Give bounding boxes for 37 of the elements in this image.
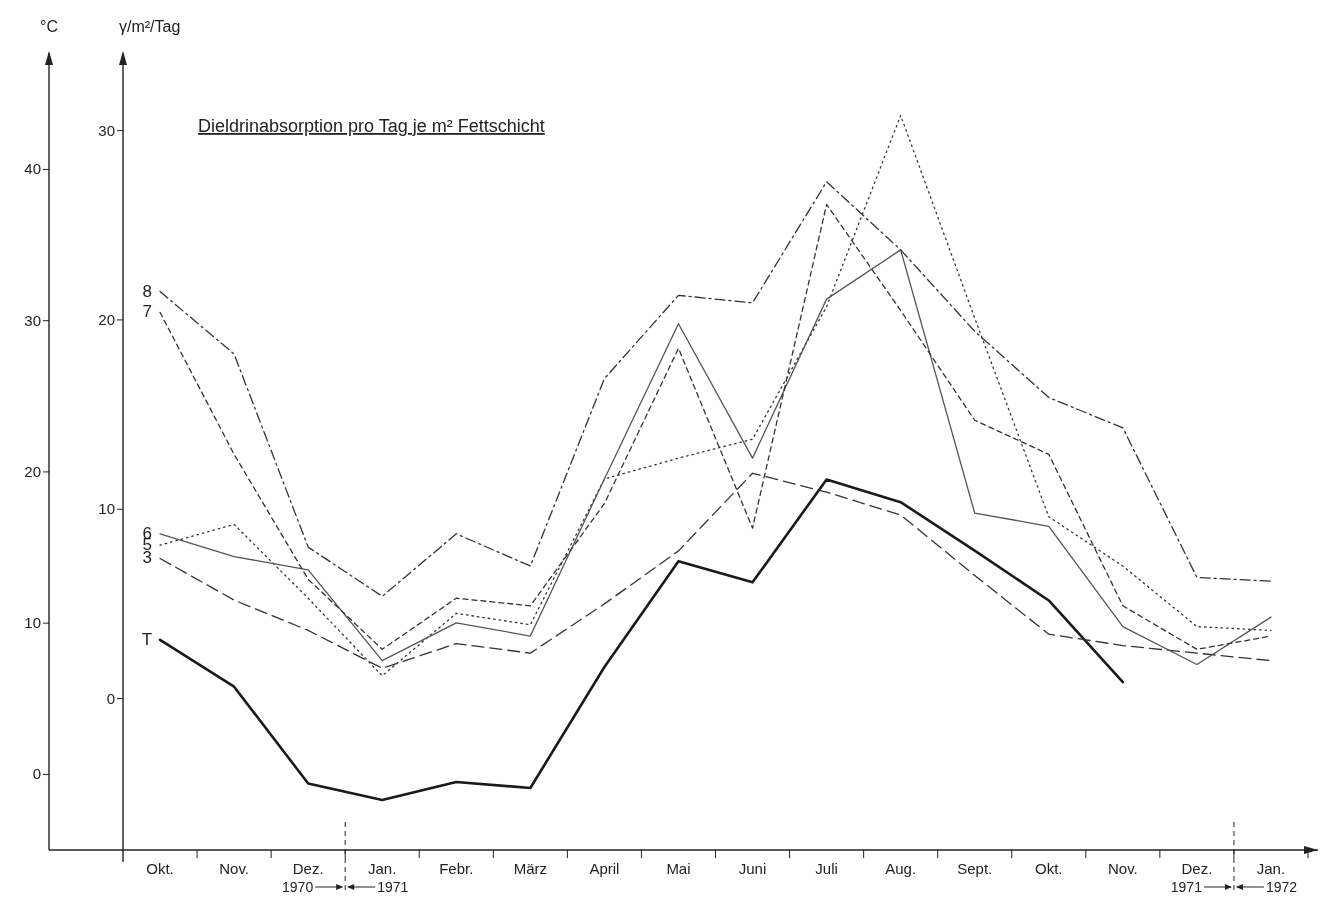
text: 1971 [1170,879,1203,895]
line-series [159,114,1272,677]
y-tick-label: 10 [24,614,41,632]
x-tick-label: Febr. [439,860,474,877]
y2-tick-label: 0 [106,689,115,707]
x-tick-label: Nov. [219,860,249,877]
series-label: T [141,629,153,649]
x-tick-label: Aug. [885,860,917,877]
line-series [158,478,1125,802]
series-label: 7 [142,302,153,322]
x-tick-label: Sept. [957,860,993,877]
x-tick-label: Dez. [292,860,324,877]
y2-tick-label: 20 [98,310,115,328]
text: 1971 [377,879,409,895]
y-tick-label: 20 [24,462,41,480]
x-tick-label: Okt. [1035,860,1063,877]
x-tick-label: März [513,860,548,877]
y2-tick-label: 30 [98,121,115,139]
text: 1972 [1265,879,1298,895]
x-tick-label: Mai [666,860,691,877]
x-tick-label: Nov. [1107,860,1138,877]
y2-axis-title: γ/m²/Tag [119,18,181,35]
series-label: 8 [142,281,153,301]
text: 1970 [282,879,314,895]
x-tick-label: Jan. [368,860,397,877]
y2-tick-label: 10 [98,500,115,518]
x-tick-label: Juni [738,860,767,877]
x-tick-label: Juli [815,860,838,877]
x-tick-label: Jan. [1256,860,1286,877]
y-tick-label: 0 [32,765,41,783]
y-axis-title: °C [40,18,58,35]
x-tick-label: Dez. [1181,860,1213,877]
y-tick-label: 30 [24,311,41,329]
text: Dieldrinabsorption pro Tag je m² Fettschicht [198,116,545,136]
x-tick-label: Okt. [146,860,174,877]
x-tick-label: April [589,860,620,877]
y-tick-label: 40 [24,160,41,178]
